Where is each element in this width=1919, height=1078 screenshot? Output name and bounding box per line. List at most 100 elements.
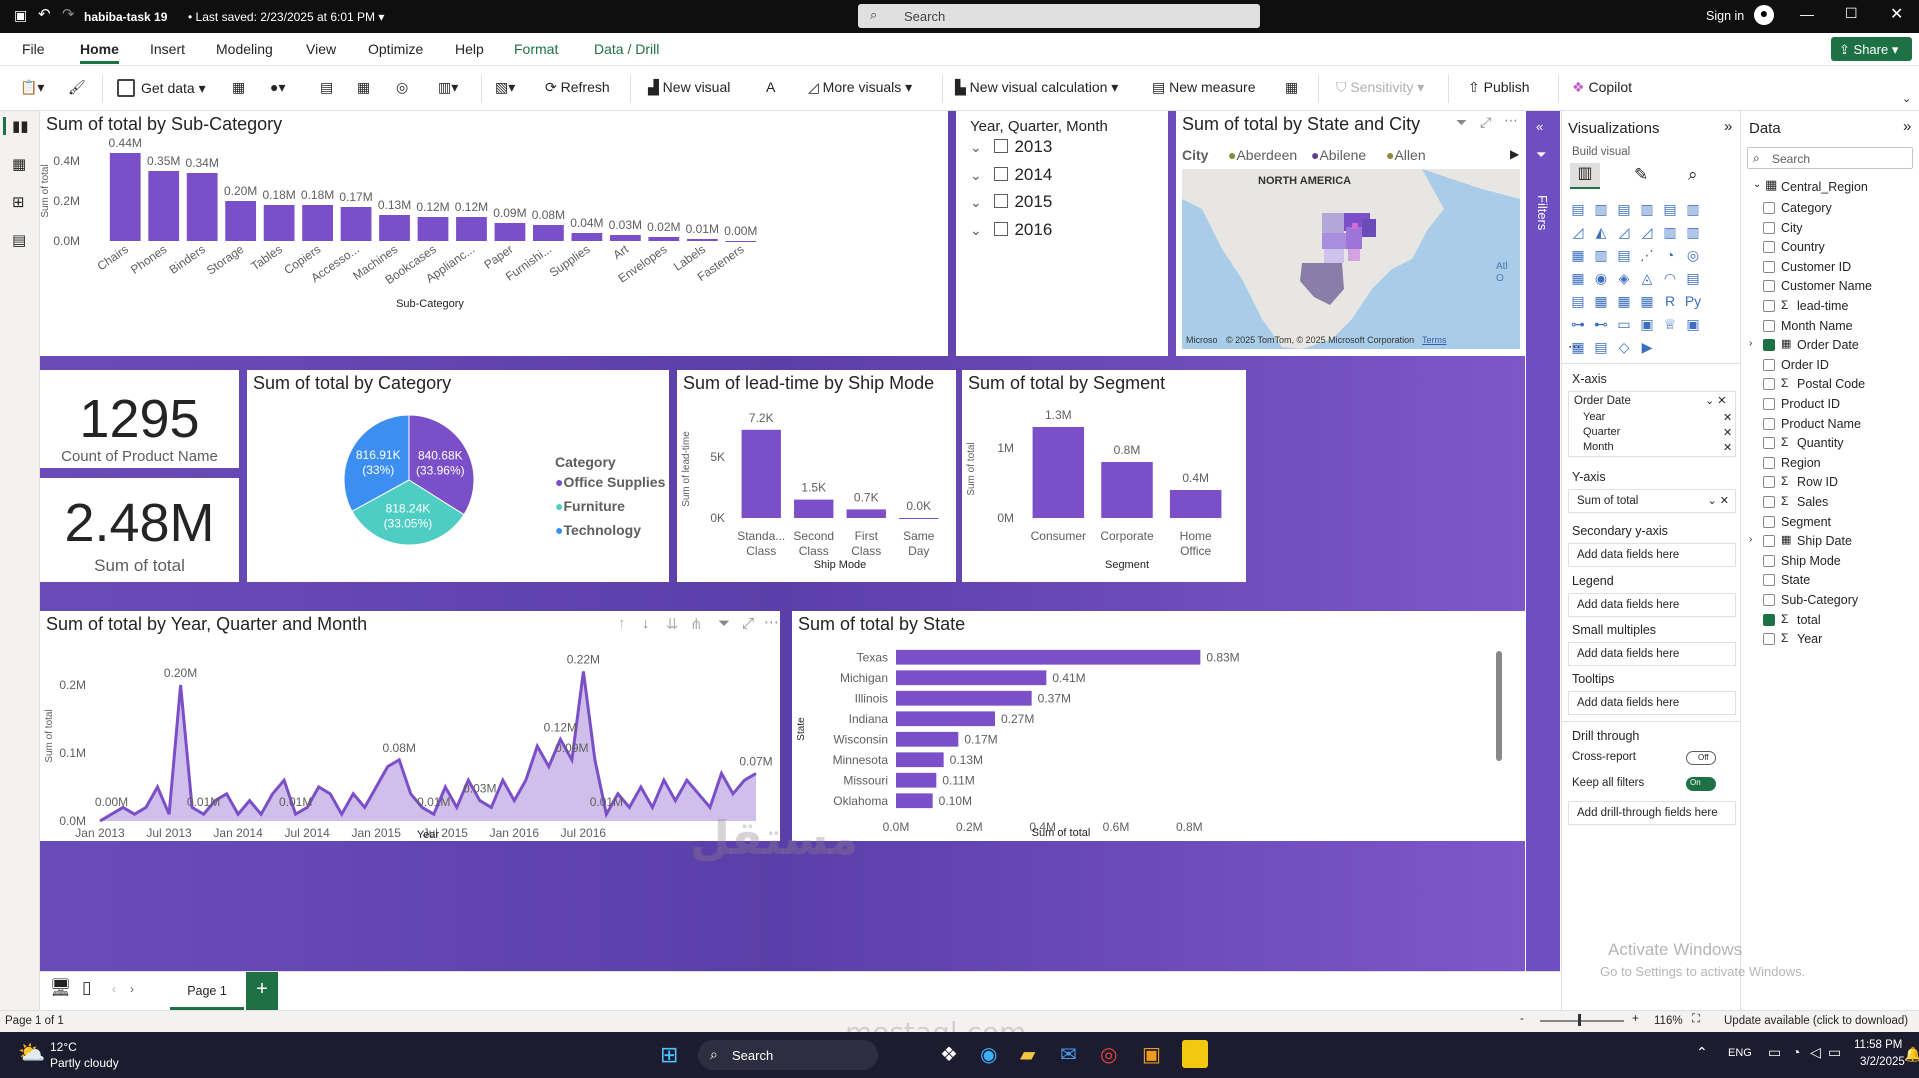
drill-up-icon[interactable]: ↑ bbox=[618, 615, 626, 632]
visual-type-icon[interactable]: ⊷ bbox=[1594, 316, 1608, 332]
legend-next-icon[interactable]: ▶ bbox=[1510, 147, 1520, 161]
zoom-in-icon[interactable]: + bbox=[1632, 1013, 1639, 1025]
field-checkbox[interactable] bbox=[1763, 398, 1775, 410]
transform-data-icon[interactable]: ▧▾ bbox=[495, 79, 516, 95]
expand-all-icon[interactable]: ⇊ bbox=[666, 616, 679, 633]
excel-icon[interactable]: ▦ bbox=[232, 79, 246, 95]
visual-type-icon[interactable]: ▦ bbox=[1571, 270, 1585, 286]
field-checkbox[interactable] bbox=[1763, 476, 1775, 489]
pie-legend-item[interactable]: ●Furniture bbox=[555, 498, 625, 514]
field-item[interactable]: City bbox=[1741, 219, 1919, 237]
recent-sources-icon[interactable]: ◎ bbox=[396, 79, 409, 95]
enter-data-icon[interactable]: ▦ bbox=[357, 79, 371, 95]
field-item[interactable]: Product ID bbox=[1741, 395, 1919, 413]
chevron-down-icon[interactable]: ⌄ bbox=[970, 166, 982, 183]
field-checkbox[interactable] bbox=[1763, 613, 1775, 626]
mobile-layout-icon[interactable]: ▯ bbox=[82, 978, 92, 997]
visual-type-icon[interactable]: ◉ bbox=[1594, 270, 1608, 286]
field-item[interactable]: Segment bbox=[1741, 513, 1919, 531]
field-checkbox[interactable] bbox=[1763, 260, 1775, 273]
visual-type-icon[interactable]: ◿ bbox=[1618, 224, 1630, 240]
volume-icon[interactable]: ◁ bbox=[1810, 1044, 1821, 1060]
tab-view[interactable]: View bbox=[306, 41, 337, 57]
expand-field-icon[interactable]: › bbox=[1749, 338, 1753, 350]
visual-type-icon[interactable]: ♕ bbox=[1663, 316, 1677, 332]
windows-start-icon[interactable]: ⊞ bbox=[660, 1042, 679, 1067]
kpi-count-card[interactable]: 1295 Count of Product Name bbox=[40, 370, 239, 468]
refresh-button[interactable]: ⟳ Refresh bbox=[545, 79, 610, 96]
paste-icon[interactable]: 📋▾ bbox=[20, 79, 45, 95]
field-item[interactable]: Country bbox=[1741, 238, 1919, 256]
slicer-item-2013[interactable]: ⌄ 2013 bbox=[970, 137, 1052, 157]
visual-type-icon[interactable]: ▦ bbox=[1571, 339, 1585, 355]
powerbi-app-icon[interactable] bbox=[1182, 1040, 1208, 1068]
tab-insert[interactable]: Insert bbox=[150, 41, 186, 57]
more-visuals-ellipsis-icon[interactable]: ⋯ bbox=[1568, 339, 1581, 354]
new-measure-button[interactable]: ▤ New measure bbox=[1152, 79, 1256, 96]
visual-type-icon[interactable]: ◇ bbox=[1618, 339, 1630, 355]
share-button[interactable]: ⇪ Share ▾ bbox=[1831, 37, 1912, 61]
field-item[interactable]: Σ Year bbox=[1741, 630, 1919, 648]
field-item[interactable]: Sub-Category bbox=[1741, 591, 1919, 609]
file-explorer-icon[interactable]: ▰ bbox=[1020, 1044, 1036, 1066]
field-checkbox[interactable] bbox=[1763, 633, 1775, 646]
yaxis-field-controls-icon[interactable]: ⌄ ✕ bbox=[1707, 495, 1730, 507]
cross-report-toggle[interactable]: Off bbox=[1686, 751, 1716, 765]
update-notice[interactable]: Update available (click to download) bbox=[1724, 1015, 1909, 1027]
analytics-tab-icon[interactable]: ⌕ bbox=[1688, 165, 1698, 184]
field-item[interactable]: Ship Mode bbox=[1741, 552, 1919, 570]
expand-field-icon[interactable]: › bbox=[1749, 534, 1753, 546]
field-checkbox[interactable] bbox=[1763, 496, 1775, 508]
xaxis-field-collapse-icon[interactable]: ⌄ ✕ bbox=[1705, 395, 1727, 407]
table-name[interactable]: Central_Region bbox=[1781, 180, 1868, 194]
collapse-data-icon[interactable]: » bbox=[1903, 118, 1912, 135]
undo-icon[interactable]: ↶ bbox=[38, 6, 51, 23]
mail-icon[interactable]: ✉ bbox=[1060, 1044, 1077, 1066]
visual-type-icon[interactable]: ⋰ bbox=[1640, 247, 1654, 263]
field-checkbox[interactable] bbox=[1763, 300, 1775, 312]
battery-icon[interactable]: ▭ bbox=[1828, 1044, 1842, 1060]
next-page-icon[interactable]: › bbox=[130, 982, 134, 996]
build-visual-tab-icon[interactable]: ▥ bbox=[1570, 163, 1600, 189]
filters-pane-collapsed[interactable]: « ⏷ Filters bbox=[1526, 111, 1560, 971]
slicer-checkbox[interactable] bbox=[994, 139, 1009, 153]
title-search-box[interactable]: ⌕ Search bbox=[858, 4, 1260, 28]
field-item[interactable]: Σ Postal Code bbox=[1741, 375, 1919, 393]
visual-type-icon[interactable]: ▥ bbox=[1663, 224, 1677, 240]
tab-modeling[interactable]: Modeling bbox=[216, 41, 273, 57]
onelake-icon[interactable]: ●▾ bbox=[270, 79, 286, 95]
remove-quarter-icon[interactable]: ✕ bbox=[1723, 427, 1733, 439]
slicer-checkbox[interactable] bbox=[994, 194, 1009, 208]
publish-button[interactable]: ⇧ Publish bbox=[1468, 79, 1530, 96]
slicer-item-2015[interactable]: ⌄ 2015 bbox=[970, 192, 1052, 212]
remove-month-icon[interactable]: ✕ bbox=[1723, 442, 1733, 454]
data-search-input[interactable]: ⌕ Search bbox=[1747, 147, 1913, 169]
visual-type-icon[interactable]: ▣ bbox=[1686, 316, 1700, 332]
field-item[interactable]: State bbox=[1741, 571, 1919, 589]
wifi-icon[interactable]: ◔ bbox=[1792, 1044, 1801, 1060]
timeline-filter-icon[interactable]: ⏷ bbox=[718, 615, 731, 632]
visual-type-icon[interactable]: ▥ bbox=[1686, 201, 1700, 217]
copilot-button[interactable]: ❖ Copilot bbox=[1572, 79, 1632, 96]
field-checkbox[interactable] bbox=[1763, 339, 1775, 352]
app-icon[interactable]: ▣ bbox=[1142, 1044, 1161, 1066]
visual-type-icon[interactable]: ▦ bbox=[1571, 247, 1585, 263]
chevron-down-icon[interactable]: ⌄ bbox=[970, 194, 982, 210]
field-item[interactable]: Σ Quantity bbox=[1741, 434, 1919, 452]
language-indicator[interactable]: ENG bbox=[1728, 1047, 1752, 1059]
report-view-icon[interactable]: ▮▮ bbox=[12, 118, 29, 135]
visual-type-icon[interactable]: Py bbox=[1684, 293, 1702, 309]
visual-type-icon[interactable]: ▦ bbox=[1617, 293, 1631, 309]
collapse-viz-icon[interactable]: » bbox=[1724, 118, 1733, 135]
model-view-icon[interactable]: ⊞ bbox=[12, 194, 25, 211]
visual-type-icon[interactable]: ▤ bbox=[1571, 201, 1585, 217]
field-checkbox[interactable] bbox=[1763, 319, 1775, 332]
visual-type-icon[interactable]: ▤ bbox=[1571, 293, 1585, 309]
notification-bell-icon[interactable]: 🔔 bbox=[1904, 1046, 1919, 1062]
field-item[interactable]: Customer ID bbox=[1741, 258, 1919, 276]
fit-page-icon[interactable]: ⛶ bbox=[1692, 1013, 1701, 1025]
field-checkbox[interactable] bbox=[1763, 280, 1775, 293]
transform-icon[interactable]: ▥▾ bbox=[438, 79, 459, 95]
table-collapse-icon[interactable]: ⌄ bbox=[1753, 179, 1762, 190]
field-checkbox[interactable] bbox=[1763, 535, 1775, 548]
